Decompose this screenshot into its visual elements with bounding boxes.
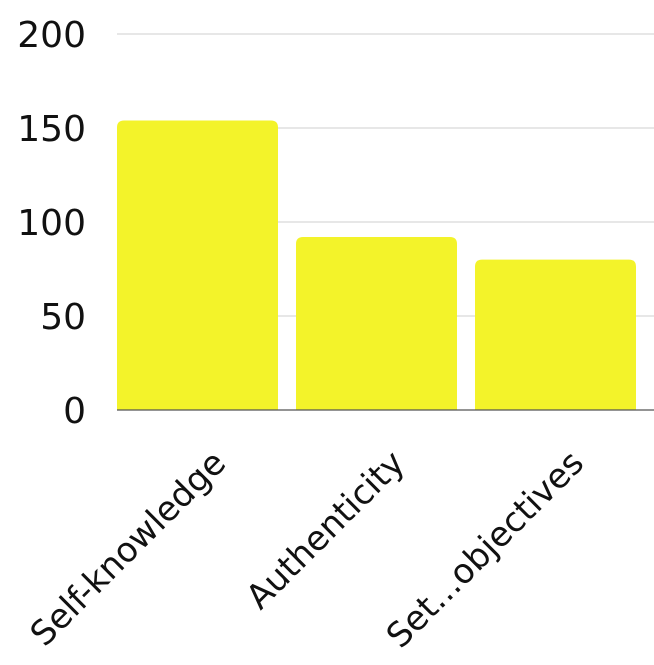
bar [296,237,457,410]
x-axis-category-labels: Self-knowledge AuthenticitySet...objectiv… [23,443,592,656]
bar [475,259,636,410]
x-category-label: Authenticity [239,443,413,617]
y-tick-label: 200 [17,15,86,56]
bar [117,120,278,410]
bars [117,120,636,410]
y-tick-label: 50 [40,297,86,338]
y-tick-label: 0 [63,391,86,432]
x-category-label: Self-knowledge [23,443,234,654]
y-tick-label: 150 [17,109,86,150]
y-axis-tick-labels: 0 50 100 150 200 [17,15,86,432]
x-category-label: Set...objectives [379,443,592,656]
y-tick-label: 100 [17,203,86,244]
